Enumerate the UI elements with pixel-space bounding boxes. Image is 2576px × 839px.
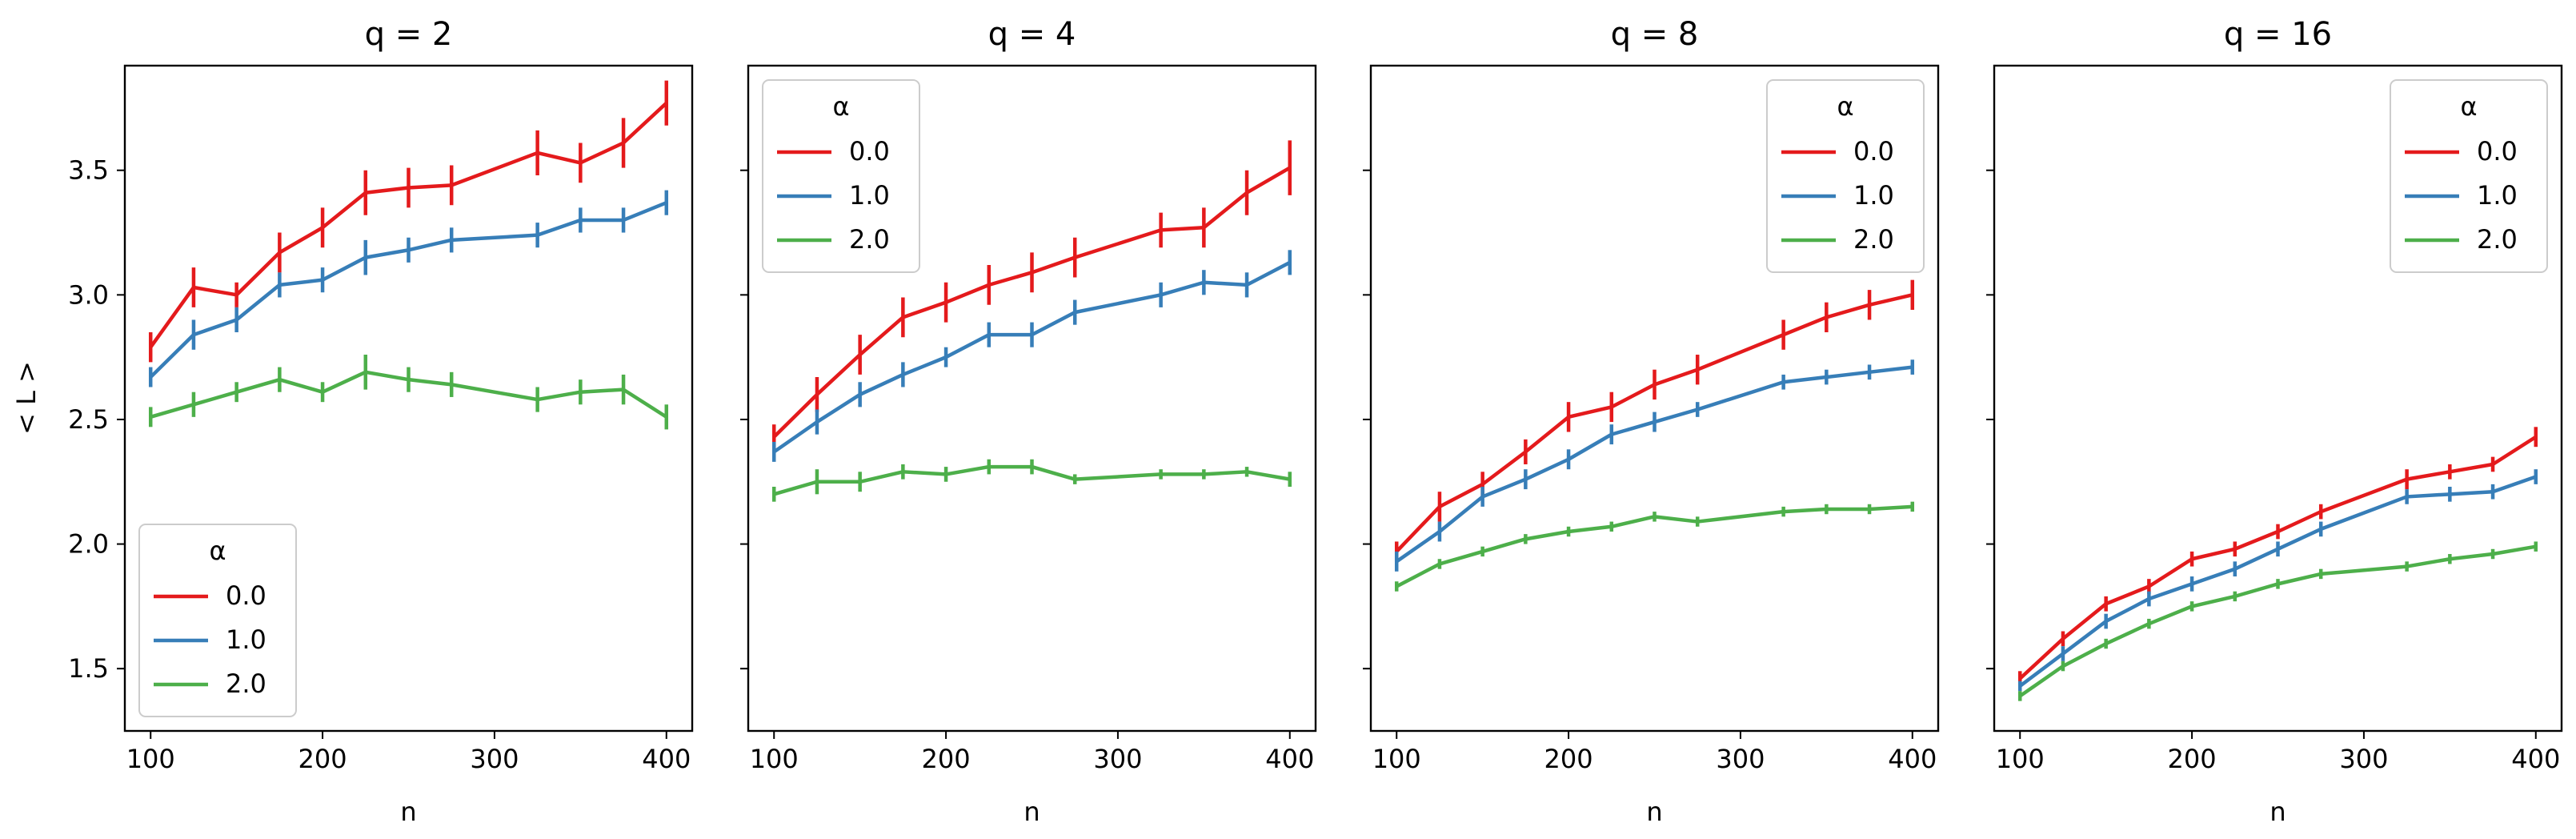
series-line (772, 260, 1291, 454)
panel-title: q = 2 (365, 16, 453, 53)
x-axis-label: n (1024, 797, 1040, 827)
legend-box (1766, 79, 1925, 273)
x-tick-label: 100 (1996, 744, 2045, 774)
plot-frame (1369, 64, 1940, 733)
legend: α0.0 1.0 2.0 (2390, 79, 2548, 273)
x-tick-label: 200 (1544, 744, 1593, 774)
legend-entry-label: 1.0 (2477, 180, 2518, 211)
legend-box (2390, 79, 2548, 273)
legend-box (138, 524, 297, 717)
legend-entry-label: 2.0 (1853, 224, 1894, 255)
legend-title: α (832, 91, 849, 122)
legend-entry-label: 1.0 (1853, 180, 1894, 211)
series-0.0 (2017, 427, 2538, 686)
x-tick-label: 400 (1265, 744, 1314, 774)
series-1.0 (771, 250, 1292, 462)
series-line (150, 370, 667, 420)
y-axis-label: < L > (11, 361, 42, 435)
x-axis-label: n (1646, 797, 1662, 827)
series-2.0 (2017, 541, 2538, 701)
series-line (772, 166, 1291, 439)
x-tick-label: 300 (470, 744, 519, 774)
x-tick-label: 200 (2168, 744, 2217, 774)
series-line (2018, 475, 2537, 688)
panel-title: q = 8 (1611, 16, 1699, 53)
panel-title: q = 4 (988, 16, 1076, 53)
legend-entry-label: 0.0 (2477, 136, 2518, 167)
legend-box (762, 79, 920, 273)
x-axis-label: n (400, 797, 416, 827)
series-2.0 (771, 459, 1292, 502)
legend-entry-label: 2.0 (226, 668, 266, 699)
x-tick-label: 100 (750, 744, 799, 774)
series-line (773, 464, 1291, 496)
y-tick-label: 2.5 (68, 404, 109, 435)
series-0.0 (1394, 279, 1915, 562)
x-tick-label: 300 (1716, 744, 1765, 774)
x-tick-label: 400 (1888, 744, 1937, 774)
legend: α0.0 1.0 2.0 (1766, 79, 1925, 273)
series-1.0 (148, 190, 669, 387)
legend-title: α (209, 536, 226, 566)
legend-entry-label: 1.0 (849, 180, 890, 211)
x-tick-label: 400 (2511, 744, 2560, 774)
x-tick-label: 100 (126, 744, 175, 774)
series-line (149, 201, 667, 379)
series-line (2018, 544, 2537, 698)
panel-title: q = 16 (2224, 16, 2332, 53)
x-tick-label: 100 (1372, 744, 1421, 774)
x-tick-label: 300 (1093, 744, 1142, 774)
series-line (1395, 365, 1913, 564)
panel-4: q = 16 100 200 300 400 n α0.0 1.0 2.0 (1986, 16, 2563, 827)
legend-entry-label: 0.0 (226, 580, 266, 611)
series-line (2018, 435, 2537, 680)
x-tick-label: 200 (298, 744, 347, 774)
x-tick-label: 300 (2339, 744, 2388, 774)
legend-entry-label: 1.0 (226, 624, 266, 655)
plot-frame (1993, 64, 2563, 733)
legend-title: α (1837, 91, 1853, 122)
series-2.0 (1394, 501, 1915, 592)
legend-entry-label: 2.0 (849, 224, 890, 255)
series-line (1395, 293, 1913, 553)
plot-frame (747, 64, 1317, 733)
series-1.0 (2017, 469, 2538, 692)
x-tick-label: 200 (922, 744, 971, 774)
legend: α0.0 1.0 2.0 (762, 79, 920, 273)
series-0.0 (148, 80, 669, 363)
series-2.0 (148, 355, 669, 430)
x-axis-label: n (2270, 797, 2286, 827)
legend-entry-label: 2.0 (2477, 224, 2518, 255)
series-0.0 (771, 140, 1292, 450)
panel-2: q = 4 100 200 300 400 n α0.0 1.0 2.0 (740, 16, 1317, 827)
panel-3: q = 8 100 200 300 400 n α0.0 1.0 2.0 (1363, 16, 1940, 827)
y-tick-label: 3.0 (68, 279, 109, 310)
plot-frame (123, 64, 694, 733)
panel-1: q = 2 100 200 300 400 1.5 2.0 2.5 3.0 3.5 n α0.0 1.0… (68, 16, 694, 827)
series-1.0 (1394, 359, 1915, 572)
x-tick-label: 400 (642, 744, 691, 774)
y-tick-label: 2.0 (68, 529, 109, 560)
legend-entry-label: 0.0 (849, 136, 890, 167)
series-line (1396, 504, 1913, 588)
y-tick-label: 3.5 (68, 155, 109, 186)
legend: α0.0 1.0 2.0 (138, 524, 297, 717)
legend-entry-label: 0.0 (1853, 136, 1894, 167)
series-line (149, 102, 668, 349)
legend-title: α (2460, 91, 2477, 122)
y-tick-label: 1.5 (68, 653, 109, 684)
